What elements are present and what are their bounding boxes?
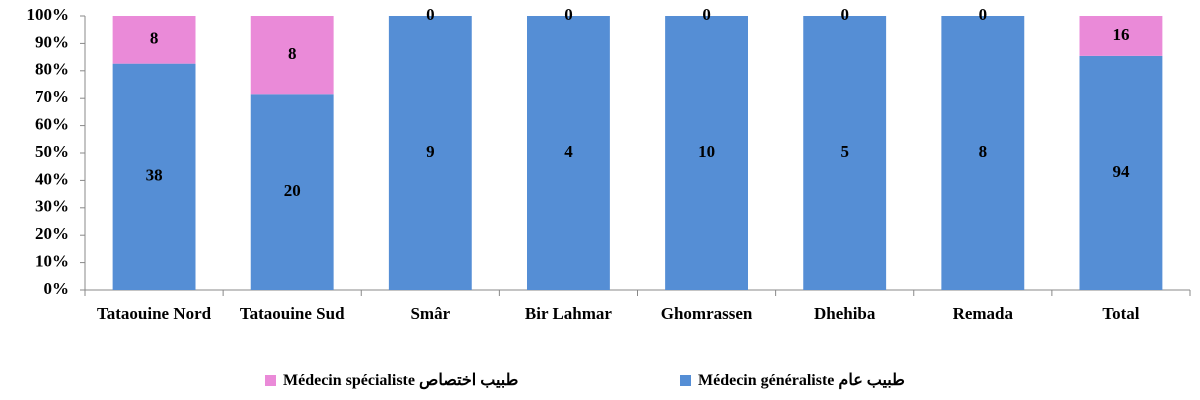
legend-swatch: [265, 375, 276, 386]
legend-label: Médecin généraliste طبيب عام: [698, 372, 905, 389]
data-label: 4: [564, 142, 573, 161]
data-label: 8: [150, 29, 159, 48]
x-tick-label: Ghomrassen: [660, 304, 753, 323]
data-label: 0: [840, 5, 849, 24]
data-label: 0: [564, 5, 573, 24]
data-label: 0: [979, 5, 988, 24]
legend-label: Médecin spécialiste طبيب اختصاص: [283, 372, 519, 389]
bar-segment: [941, 16, 1025, 290]
y-tick-label: 0%: [44, 279, 70, 298]
y-tick-label: 30%: [35, 197, 69, 216]
data-label: 5: [840, 142, 849, 161]
data-label: 0: [426, 5, 435, 24]
bar-segment: [665, 16, 748, 290]
data-label: 8: [979, 142, 988, 161]
x-tick-label: Remada: [952, 304, 1014, 323]
bar-segment: [112, 16, 196, 64]
x-tick-label: Total: [1102, 304, 1140, 323]
x-tick-label: Tataouine Nord: [96, 304, 212, 323]
bar-segment: [250, 16, 334, 95]
y-tick-label: 80%: [35, 60, 69, 79]
y-tick-label: 20%: [35, 224, 69, 243]
y-tick-label: 100%: [27, 5, 70, 24]
data-label: 9: [426, 142, 435, 161]
y-tick-label: 10%: [35, 252, 69, 271]
x-tick-label: Smâr: [410, 304, 451, 323]
y-tick-label: 70%: [35, 87, 69, 106]
x-tick-label: Tataouine Sud: [239, 304, 345, 323]
bar-segment: [112, 63, 196, 290]
bar-segment: [1079, 16, 1163, 56]
bar-segment: [803, 16, 887, 290]
bar-segment: [1079, 55, 1163, 290]
y-tick-label: 50%: [35, 142, 69, 161]
y-tick-label: 90%: [35, 32, 69, 51]
data-label: 10: [698, 142, 715, 161]
data-label: 0: [702, 5, 711, 24]
data-label: 38: [146, 166, 163, 185]
bar-segment: [250, 94, 334, 291]
y-tick-label: 60%: [35, 115, 69, 134]
bar-segment: [527, 16, 610, 290]
data-label: 8: [288, 44, 297, 63]
data-label: 16: [1112, 25, 1129, 44]
y-tick-label: 40%: [35, 169, 69, 188]
data-label: 20: [284, 181, 301, 200]
x-tick-label: Bir Lahmar: [524, 304, 612, 323]
bar-segment: [388, 16, 472, 290]
x-tick-label: Dhehiba: [813, 304, 876, 323]
legend-swatch: [680, 375, 691, 386]
data-label: 94: [1112, 162, 1130, 181]
